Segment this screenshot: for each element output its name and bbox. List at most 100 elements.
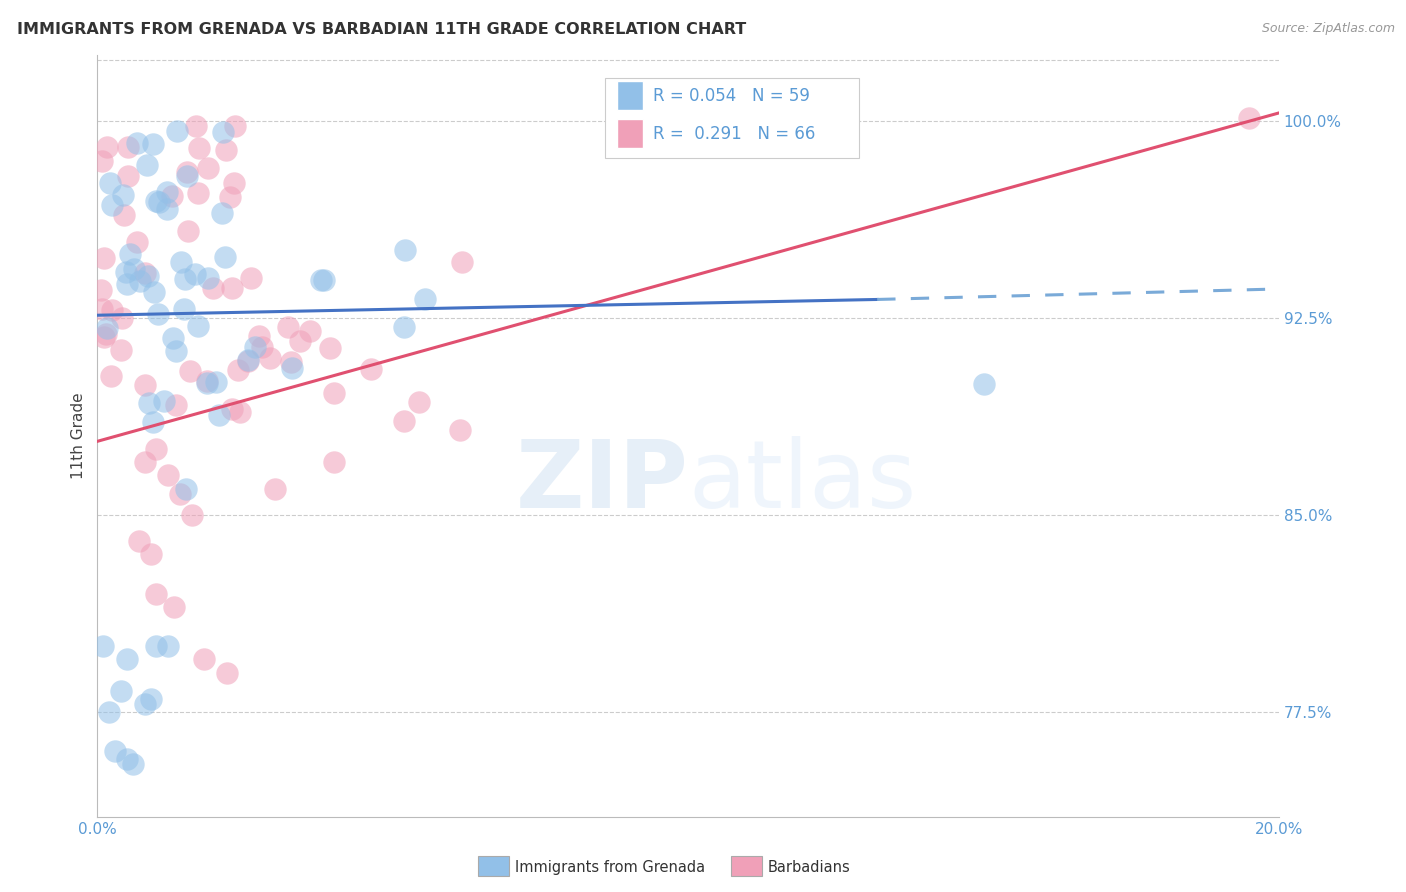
Text: Barbadians: Barbadians xyxy=(768,860,851,874)
Point xyxy=(139,547,162,561)
Text: IMMIGRANTS FROM GRENADA VS BARBADIAN 11TH GRADE CORRELATION CHART: IMMIGRANTS FROM GRENADA VS BARBADIAN 11T… xyxy=(17,22,747,37)
Bar xyxy=(617,81,643,110)
Point xyxy=(236,353,259,368)
Point xyxy=(112,208,135,222)
Point xyxy=(157,468,180,483)
Point xyxy=(100,368,122,383)
Point xyxy=(247,329,270,343)
Point xyxy=(136,269,159,284)
Point xyxy=(250,340,273,354)
Point xyxy=(96,321,118,335)
Point xyxy=(162,331,184,345)
FancyBboxPatch shape xyxy=(606,78,859,158)
Point xyxy=(139,691,162,706)
Point xyxy=(121,757,143,772)
Point xyxy=(228,405,250,419)
Point xyxy=(115,752,138,766)
Point xyxy=(224,119,246,133)
Point xyxy=(187,186,209,201)
Point xyxy=(135,158,157,172)
Point xyxy=(142,416,165,430)
Point xyxy=(90,301,112,316)
Point xyxy=(222,176,245,190)
Point xyxy=(153,393,176,408)
Point xyxy=(145,442,167,457)
Point xyxy=(259,351,281,366)
Point xyxy=(170,255,193,269)
Point xyxy=(118,247,141,261)
Point xyxy=(207,409,229,423)
Point xyxy=(142,285,165,299)
Point xyxy=(157,639,180,653)
Point xyxy=(110,343,132,358)
Point xyxy=(187,319,209,334)
Point xyxy=(117,169,139,184)
Point xyxy=(299,324,322,338)
Point xyxy=(236,352,259,367)
Point xyxy=(174,272,197,286)
Point xyxy=(117,277,139,291)
Text: Immigrants from Grenada: Immigrants from Grenada xyxy=(515,860,704,874)
Point xyxy=(101,198,124,212)
Point xyxy=(311,273,333,287)
Point xyxy=(112,188,135,202)
Point xyxy=(394,244,416,258)
Point xyxy=(174,482,197,496)
Point xyxy=(281,360,304,375)
Point xyxy=(280,354,302,368)
Text: Source: ZipAtlas.com: Source: ZipAtlas.com xyxy=(1261,22,1395,36)
Point xyxy=(218,190,240,204)
Point xyxy=(193,652,215,666)
Point xyxy=(96,140,118,154)
Point xyxy=(91,639,114,653)
Point xyxy=(314,273,336,287)
Point xyxy=(166,124,188,138)
Point xyxy=(449,423,471,437)
Point xyxy=(451,255,474,269)
Point xyxy=(138,395,160,409)
Point xyxy=(111,311,134,326)
Text: atlas: atlas xyxy=(688,436,917,528)
Point xyxy=(197,270,219,285)
Point xyxy=(197,161,219,176)
Point xyxy=(277,319,299,334)
Point xyxy=(148,194,170,209)
Point xyxy=(195,376,218,390)
Point xyxy=(392,319,415,334)
Point xyxy=(176,169,198,183)
Point xyxy=(322,455,344,469)
Point xyxy=(263,482,285,496)
Point xyxy=(973,376,995,391)
Point xyxy=(165,399,187,413)
Point xyxy=(323,385,346,400)
Point xyxy=(186,120,208,134)
Point xyxy=(110,684,132,698)
Text: R =  0.291   N = 66: R = 0.291 N = 66 xyxy=(652,125,815,143)
Point xyxy=(117,139,139,153)
Point xyxy=(288,334,311,349)
Point xyxy=(204,375,226,389)
Point xyxy=(221,401,243,416)
Point xyxy=(413,292,436,306)
Point xyxy=(180,508,202,522)
Point xyxy=(319,341,342,355)
Bar xyxy=(617,120,643,148)
Point xyxy=(169,487,191,501)
Point xyxy=(128,274,150,288)
Point xyxy=(217,665,239,680)
Text: ZIP: ZIP xyxy=(515,436,688,528)
Point xyxy=(93,330,115,344)
Point xyxy=(214,143,236,157)
Point xyxy=(128,534,150,549)
Point xyxy=(134,378,156,392)
Point xyxy=(134,697,156,711)
Point xyxy=(100,303,122,318)
Point xyxy=(134,455,156,469)
Text: R = 0.054   N = 59: R = 0.054 N = 59 xyxy=(652,87,810,104)
Point xyxy=(115,265,138,279)
Point xyxy=(392,414,415,428)
Point xyxy=(98,176,121,190)
Point xyxy=(239,271,262,285)
Point xyxy=(124,262,146,277)
Point xyxy=(142,137,165,152)
